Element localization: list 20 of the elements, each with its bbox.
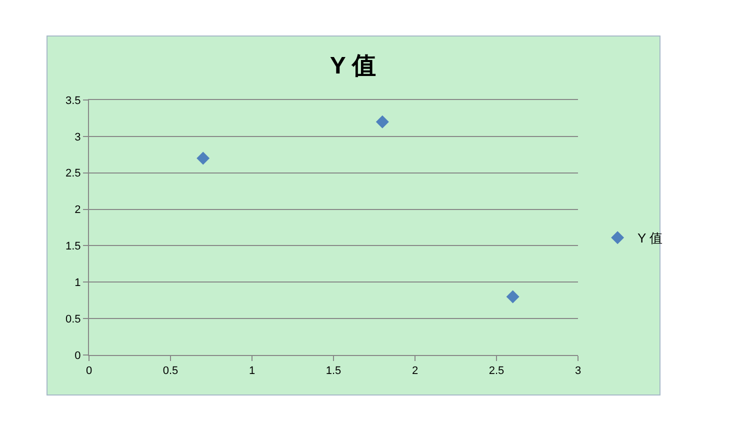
x-tick-label: 2: [412, 365, 418, 378]
x-tick-label: 3: [574, 365, 582, 378]
x-tick-label: 1.5: [326, 365, 342, 378]
x-tick-label: 0.5: [162, 365, 178, 378]
x-tick-label: 2.5: [488, 365, 504, 378]
y-tick-label: 1.5: [66, 240, 81, 253]
x-tick-label: 1: [248, 365, 256, 378]
y-tick-label: 3: [74, 131, 81, 144]
y-tick-label: 2.5: [66, 168, 81, 180]
point: [196, 152, 210, 165]
x-tick-label: 0: [86, 365, 92, 378]
point: [506, 290, 520, 304]
legend-label: Y 值: [638, 230, 663, 246]
y-tick-label: 0: [74, 350, 81, 362]
y-tick-label: 3.5: [66, 94, 81, 107]
chart-title: Y 值: [330, 52, 376, 80]
point: [376, 115, 389, 128]
y-tick-label: 0.5: [66, 313, 81, 326]
y-tick-label: 2: [74, 204, 81, 216]
y-tick-label: 1: [74, 276, 81, 289]
